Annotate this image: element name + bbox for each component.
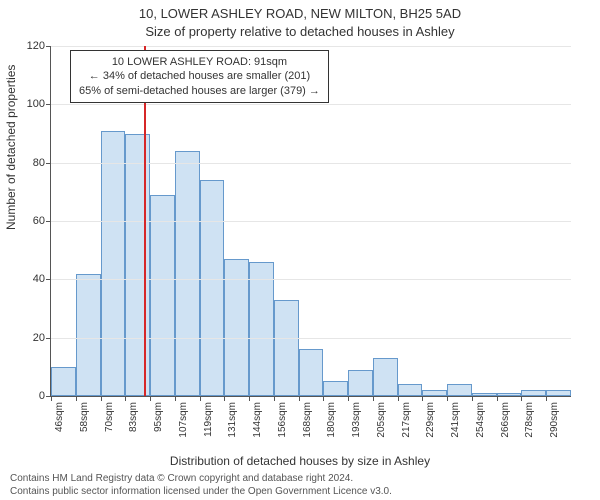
x-tick-label: 205sqm (376, 402, 387, 438)
annotation-box: 10 LOWER ASHLEY ROAD: 91sqm ← 34% of det… (70, 50, 329, 103)
x-tick-mark (447, 396, 448, 401)
histogram-bar (299, 349, 324, 396)
histogram-bar (200, 180, 225, 396)
y-tick-label: 0 (5, 390, 45, 402)
y-tick-mark (46, 279, 51, 280)
x-tick-mark (348, 396, 349, 401)
x-tick-mark (373, 396, 374, 401)
x-tick-label: 254sqm (475, 402, 486, 438)
x-tick-mark (546, 396, 547, 401)
y-tick-label: 100 (5, 98, 45, 110)
x-tick-mark (249, 396, 250, 401)
histogram-bar (125, 134, 150, 397)
y-tick-mark (46, 163, 51, 164)
y-tick-mark (46, 46, 51, 47)
histogram-bar (422, 390, 447, 396)
x-tick-mark (224, 396, 225, 401)
x-tick-label: 266sqm (500, 402, 511, 438)
x-tick-label: 217sqm (401, 402, 412, 438)
x-tick-label: 290sqm (549, 402, 560, 438)
histogram-bar (497, 393, 522, 396)
annotation-line-1: 10 LOWER ASHLEY ROAD: 91sqm (79, 55, 320, 69)
x-tick-mark (299, 396, 300, 401)
x-tick-label: 107sqm (178, 402, 189, 438)
x-tick-mark (323, 396, 324, 401)
gridline (51, 338, 571, 339)
histogram-bar (348, 370, 373, 396)
annotation-line-3: 65% of semi-detached houses are larger (… (79, 84, 320, 98)
x-tick-mark (422, 396, 423, 401)
x-tick-label: 95sqm (153, 402, 164, 432)
histogram-bar (51, 367, 76, 396)
gridline (51, 221, 571, 222)
y-tick-label: 120 (5, 40, 45, 52)
x-tick-label: 241sqm (450, 402, 461, 438)
x-tick-label: 278sqm (524, 402, 535, 438)
x-tick-label: 144sqm (252, 402, 263, 438)
gridline (51, 46, 571, 47)
x-tick-mark (125, 396, 126, 401)
x-tick-mark (76, 396, 77, 401)
annotation-line-2: ← 34% of detached houses are smaller (20… (79, 69, 320, 83)
x-tick-mark (200, 396, 201, 401)
gridline (51, 104, 571, 105)
x-tick-label: 119sqm (203, 402, 214, 437)
histogram-bar (249, 262, 274, 396)
x-tick-mark (274, 396, 275, 401)
x-tick-label: 229sqm (425, 402, 436, 438)
histogram-bar (76, 274, 101, 397)
histogram-bar (398, 384, 423, 396)
chart-title-main: 10, LOWER ASHLEY ROAD, NEW MILTON, BH25 … (0, 6, 600, 21)
x-tick-label: 180sqm (326, 402, 337, 438)
y-tick-label: 20 (5, 332, 45, 344)
x-tick-label: 156sqm (277, 402, 288, 438)
y-axis-label: Number of detached properties (4, 65, 18, 230)
histogram-bar (472, 393, 497, 396)
x-tick-mark (51, 396, 52, 401)
x-tick-label: 168sqm (302, 402, 313, 438)
y-tick-mark (46, 338, 51, 339)
footer-attribution: Contains HM Land Registry data © Crown c… (10, 473, 590, 498)
histogram-bar (373, 358, 398, 396)
x-tick-mark (150, 396, 151, 401)
histogram-bar (274, 300, 299, 396)
x-tick-mark (175, 396, 176, 401)
y-tick-label: 80 (5, 157, 45, 169)
x-axis-label: Distribution of detached houses by size … (0, 454, 600, 468)
x-tick-mark (497, 396, 498, 401)
x-tick-label: 58sqm (79, 402, 90, 432)
y-tick-label: 60 (5, 215, 45, 227)
x-tick-mark (472, 396, 473, 401)
histogram-bar (150, 195, 175, 396)
footer-line-1: Contains HM Land Registry data © Crown c… (10, 473, 590, 486)
x-tick-label: 131sqm (227, 402, 238, 438)
histogram-bar (546, 390, 571, 396)
x-tick-mark (101, 396, 102, 401)
x-tick-label: 46sqm (54, 402, 65, 432)
y-tick-label: 40 (5, 273, 45, 285)
x-tick-label: 193sqm (351, 402, 362, 438)
gridline (51, 279, 571, 280)
y-tick-mark (46, 104, 51, 105)
x-tick-mark (398, 396, 399, 401)
x-tick-mark (521, 396, 522, 401)
footer-line-2: Contains public sector information licen… (10, 486, 590, 499)
y-tick-mark (46, 221, 51, 222)
x-tick-label: 83sqm (128, 402, 139, 432)
chart-container: 10, LOWER ASHLEY ROAD, NEW MILTON, BH25 … (0, 0, 600, 500)
histogram-bar (447, 384, 472, 396)
x-tick-label: 70sqm (104, 402, 115, 432)
gridline (51, 163, 571, 164)
histogram-bar (521, 390, 546, 396)
histogram-bar (323, 381, 348, 396)
chart-title-sub: Size of property relative to detached ho… (0, 24, 600, 39)
histogram-bar (175, 151, 200, 396)
histogram-bar (101, 131, 126, 396)
